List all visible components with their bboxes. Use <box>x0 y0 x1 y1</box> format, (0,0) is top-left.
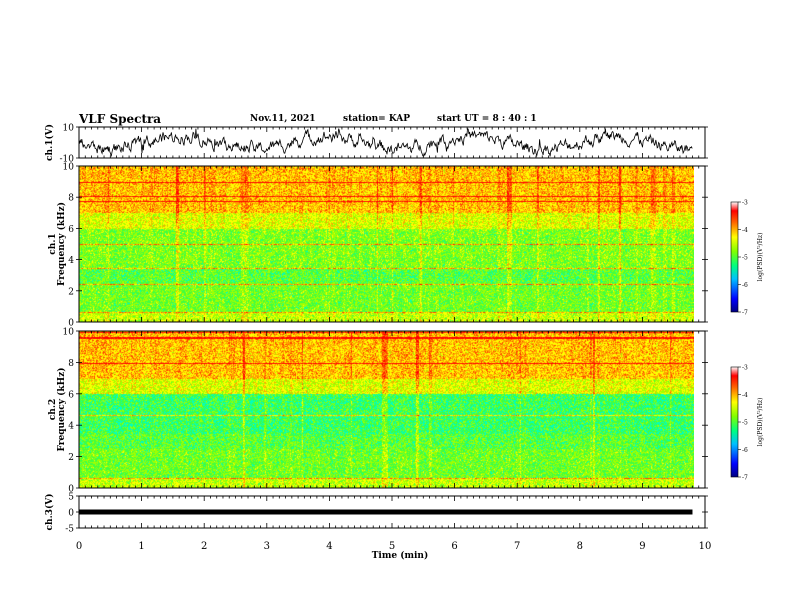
ch1-colorbar-tick-label: -3 <box>742 200 748 207</box>
ch1-spectrogram-ytick-label: 6 <box>68 225 74 235</box>
x-tick-label: 3 <box>264 541 270 552</box>
spectrograms <box>79 166 694 488</box>
ch2-colorbar-tick-label: -7 <box>742 475 748 482</box>
ch2-spectrogram-ytick-label: 6 <box>68 390 74 400</box>
ch2-spectrogram-ylabel-freq: Frequency (kHz) <box>56 367 67 451</box>
ch2-colorbar-tick-label: -3 <box>742 365 748 372</box>
x-tick-label: 6 <box>451 541 457 552</box>
ch3-waveform-ytick-label: 5 <box>68 493 74 503</box>
start-time-label: start UT = 8 : 40 : 1 <box>437 114 537 124</box>
x-tick-label: 2 <box>201 541 207 552</box>
ch3-waveform-ytick-label: -5 <box>65 525 74 535</box>
ch1-colorbar <box>730 201 739 313</box>
ch2-spectrogram-ytick-label: 10 <box>63 328 75 338</box>
ch2-spectrogram-image <box>79 331 694 488</box>
ch1-spectrogram-ytick-label: 0 <box>68 319 74 329</box>
colorbars: -3 -4 -5 -6 -7 log(PSD)(V²/Hz) -3 -4 -5 -6 -7 log(P… <box>730 200 764 482</box>
waveforms <box>78 127 693 515</box>
chart-title: VLF Spectra <box>79 112 162 126</box>
x-tick-label: 7 <box>514 541 520 552</box>
x-tick-label: 4 <box>326 541 332 552</box>
x-tick-label: 1 <box>138 541 144 552</box>
ch1-colorbar-tick-label: -4 <box>742 227 748 234</box>
x-axis-label: Time (min) <box>372 550 429 561</box>
ch2-colorbar-tick-label: -4 <box>742 392 748 399</box>
ch1-colorbar-tick-label: -5 <box>742 255 748 262</box>
x-tick-label: 9 <box>639 541 645 552</box>
ch1-spectrogram-ytick-label: 8 <box>68 194 74 204</box>
ch1-spectrogram-ylabel-freq: Frequency (kHz) <box>56 202 67 286</box>
ch1-spectrogram-ytick-label: 10 <box>63 163 75 173</box>
ch2-colorbar-label: log(PSD)(V²/Hz) <box>757 398 764 447</box>
ch1-waveform-ylabel: ch.1(V) <box>44 124 55 161</box>
ch1-colorbar-tick-label: -7 <box>742 310 748 317</box>
ch1-waveform-ytick-label: -10 <box>60 155 75 165</box>
station-label: station= KAP <box>343 114 411 124</box>
ch1-spectrogram-ytick-label: 2 <box>68 287 74 297</box>
ch2-colorbar-tick-label: -6 <box>742 447 748 454</box>
ch2-colorbar <box>730 366 739 478</box>
ch2-spectrogram-ytick-label: 8 <box>68 359 74 369</box>
ch1-spectrogram-ytick-label: 4 <box>68 256 74 266</box>
ch1-colorbar-tick-label: -6 <box>742 282 748 289</box>
x-tick-label: 0 <box>76 541 82 552</box>
ch1-spectrogram-image <box>79 166 694 322</box>
x-tick-label: 8 <box>577 541 583 552</box>
ch2-spectrogram-ytick-label: 4 <box>68 422 74 432</box>
ch3-waveform-ylabel: ch.3(V) <box>44 494 55 531</box>
ch2-spectrogram-ylabel: ch.2 <box>48 399 58 420</box>
ch2-spectrogram-ytick-label: 2 <box>68 453 74 463</box>
x-tick-label: 10 <box>699 541 712 552</box>
ch2-spectrogram-ytick-label: 0 <box>68 485 74 495</box>
ch2-colorbar-tick-label: -5 <box>742 420 748 427</box>
ch3-waveform-ytick-label: 0 <box>68 509 74 519</box>
date-label: Nov.11, 2021 <box>250 114 316 124</box>
x-tick-label: 5 <box>389 541 395 552</box>
ch1-waveform-trace <box>78 127 693 158</box>
ch1-waveform-ytick-label: 10 <box>63 124 75 134</box>
ch1-spectrogram-ylabel: ch.1 <box>48 233 58 254</box>
ch1-colorbar-label: log(PSD)(V²/Hz) <box>757 233 764 282</box>
